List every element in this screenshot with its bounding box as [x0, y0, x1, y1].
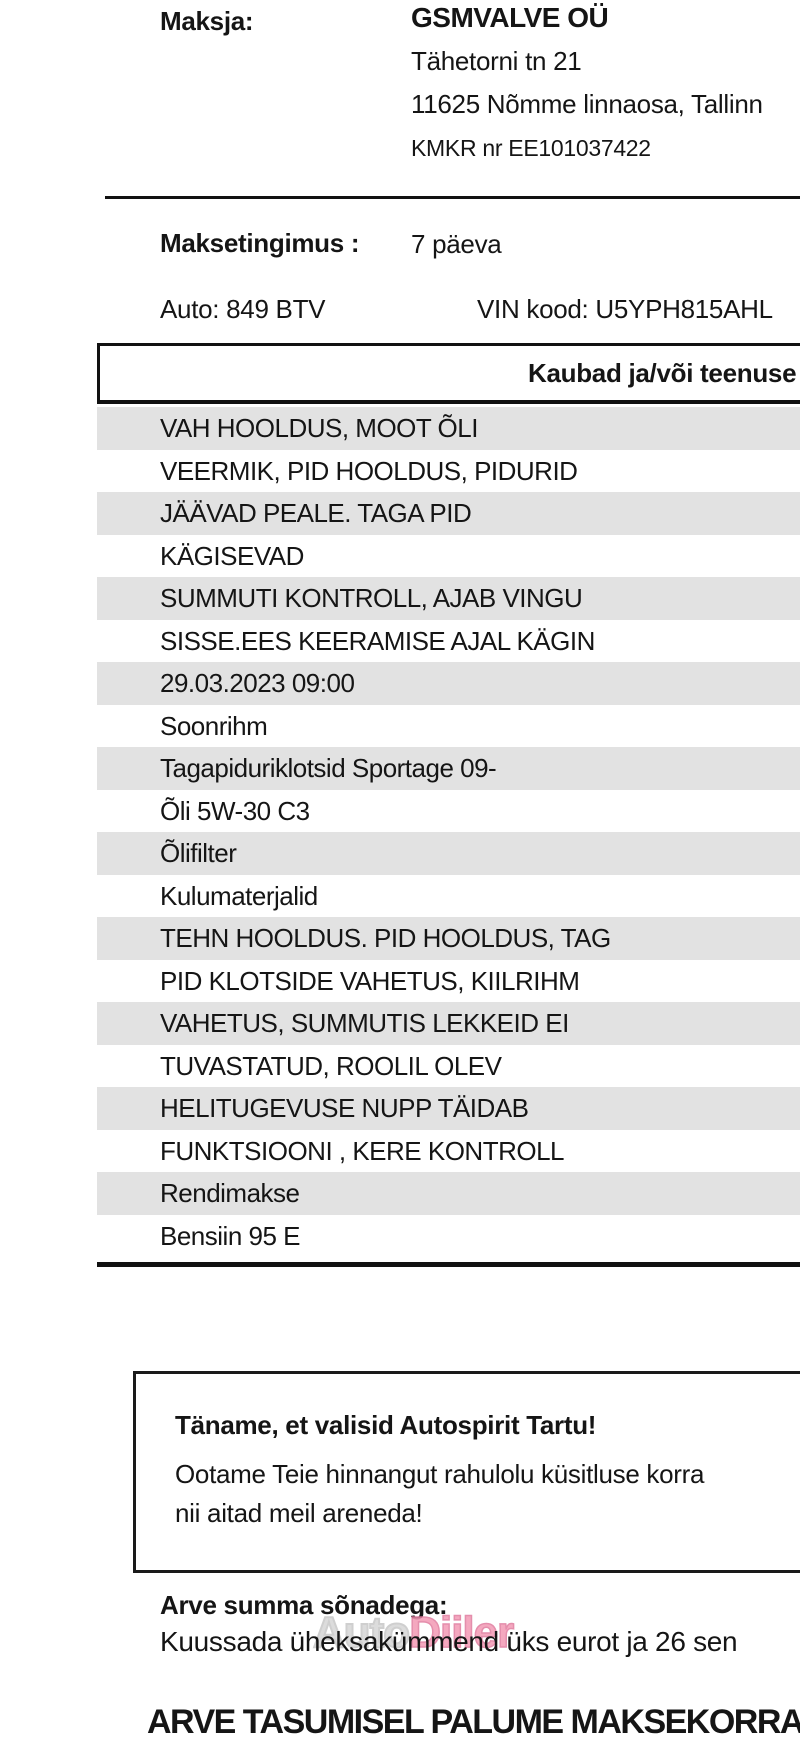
payer-address-line1: Tähetorni tn 21	[411, 46, 582, 76]
vehicle-vin: VIN kood: U5YPH815AHL	[477, 294, 773, 324]
payment-terms-label: Maksetingimus :	[160, 228, 360, 258]
watermark-part1: Auto	[312, 1607, 411, 1658]
table-row: Õli 5W-30 C3	[160, 795, 310, 826]
table-row: 29.03.2023 09:00	[97, 662, 800, 705]
table-row: Bensiin 95 E	[160, 1220, 300, 1251]
watermark: AutoDiiler	[312, 1607, 515, 1658]
table-row: SUMMUTI KONTROLL, AJAB VINGU	[97, 577, 800, 620]
table-row: HELITUGEVUSE NUPP TÄIDAB	[97, 1087, 800, 1130]
table-row: Tagapiduriklotsid Sportage 09-	[97, 747, 800, 790]
table-row: KÄGISEVAD	[160, 540, 304, 571]
table-row: Õlifilter	[97, 832, 800, 875]
payer-vat-number: KMKR nr EE101037422	[411, 135, 651, 161]
items-table-header: Kaubad ja/või teenuse	[97, 343, 800, 404]
table-row: Kulumaterjalid	[160, 880, 318, 911]
divider-line	[105, 196, 800, 199]
watermark-part2: Diiler	[408, 1607, 515, 1658]
table-row: VEERMIK, PID HOOLDUS, PIDURID	[160, 455, 578, 486]
table-row: TEHN HOOLDUS. PID HOOLDUS, TAG	[97, 917, 800, 960]
payer-label: Maksja:	[160, 6, 254, 36]
table-row: SISSE.EES KEERAMISE AJAL KÄGIN	[160, 625, 595, 656]
table-row: Rendimakse	[97, 1172, 800, 1215]
table-row: FUNKTSIOONI , KERE KONTROLL	[160, 1135, 565, 1166]
thanks-title: Täname, et valisid Autospirit Tartu!	[175, 1410, 597, 1440]
items-table-header-label: Kaubad ja/või teenuse	[528, 358, 797, 388]
table-row: Soonrihm	[160, 710, 268, 741]
payer-name: GSMVALVE OÜ	[411, 2, 609, 33]
thanks-line2: nii aitad meil areneda!	[175, 1498, 423, 1528]
table-bottom-line	[97, 1262, 800, 1267]
table-row: TUVASTATUD, ROOLIL OLEV	[160, 1050, 502, 1081]
payer-address-line2: 11625 Nõmme linnaosa, Tallinn	[411, 89, 763, 119]
table-row: VAH HOOLDUS, MOOT ÕLI	[97, 407, 800, 450]
payment-terms-value: 7 päeva	[411, 229, 502, 259]
table-row: PID KLOTSIDE VAHETUS, KIILRIHM	[160, 965, 580, 996]
thanks-line1: Ootame Teie hinnangut rahulolu küsitluse…	[175, 1459, 705, 1489]
payment-notice: ARVE TASUMISEL PALUME MAKSEKORRAL	[147, 1703, 800, 1741]
table-row: VAHETUS, SUMMUTIS LEKKEID EI	[97, 1002, 800, 1045]
thanks-box: Täname, et valisid Autospirit Tartu! Oot…	[133, 1371, 800, 1573]
table-row: JÄÄVAD PEALE. TAGA PID	[97, 492, 800, 535]
vehicle-plate: Auto: 849 BTV	[160, 294, 326, 324]
amount-in-words-label: Arve summa sõnadega:	[160, 1590, 448, 1620]
amount-in-words-value: Kuussada üheksakümmend üks eurot ja 26 s…	[160, 1626, 738, 1657]
items-table: VAH HOOLDUS, MOOT ÕLI VEERMIK, PID HOOLD…	[97, 407, 800, 1257]
